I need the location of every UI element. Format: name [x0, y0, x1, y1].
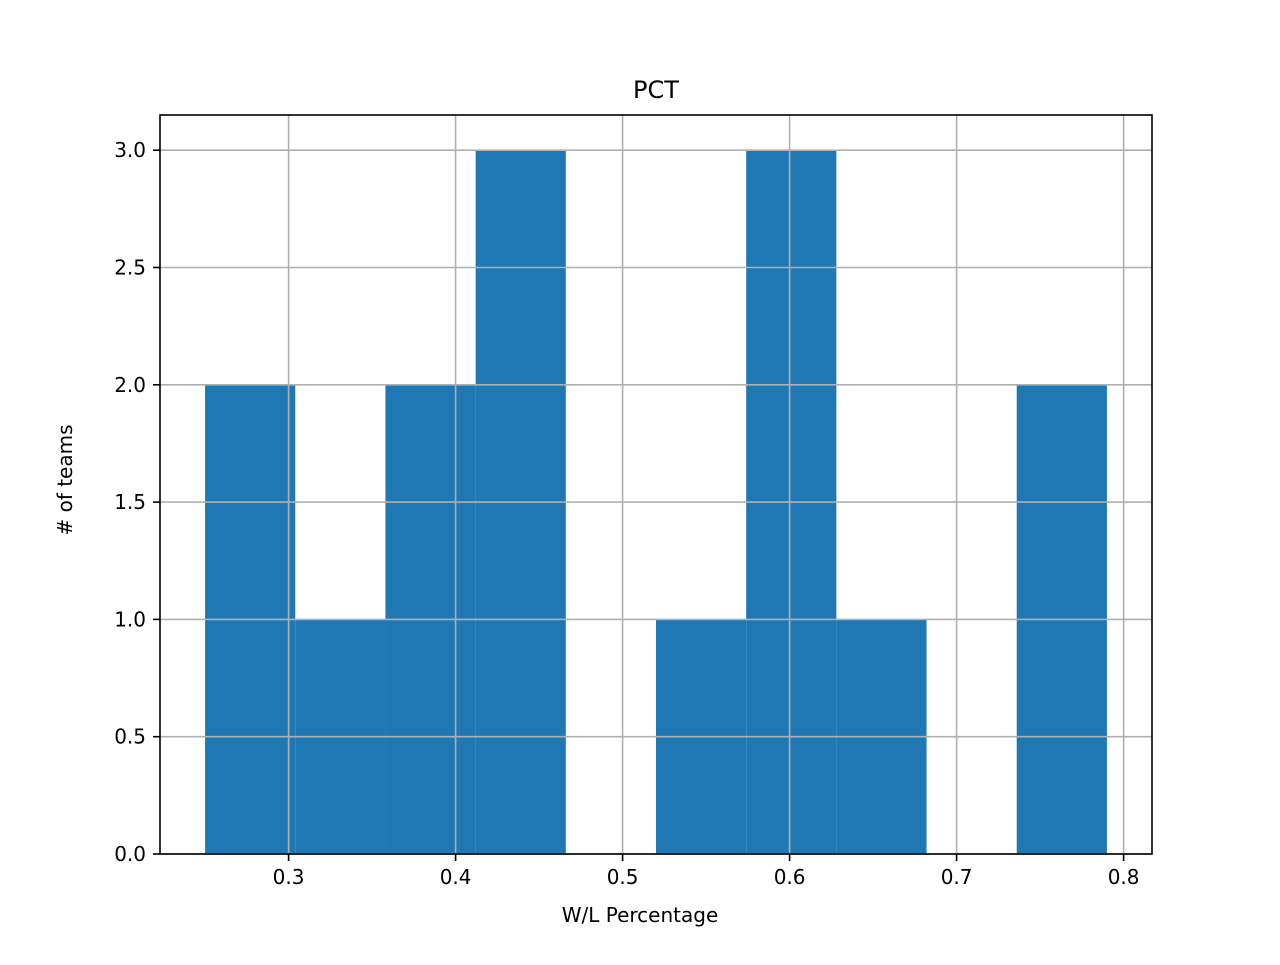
y-tick-label-4: 2.0: [114, 373, 146, 397]
x-tick-label-1: 0.4: [440, 865, 472, 889]
y-tick-label-0: 0.0: [114, 842, 146, 866]
x-tick-label-0: 0.3: [273, 865, 305, 889]
x-tick-label-4: 0.7: [941, 865, 973, 889]
axes-frame: [159, 114, 1153, 855]
y-tick-label-3: 1.5: [114, 490, 146, 514]
x-tick-label-5: 0.8: [1108, 865, 1140, 889]
y-tick-label-5: 2.5: [114, 255, 146, 279]
y-axis-label: # of teams: [53, 424, 77, 535]
y-tick-label-1: 0.5: [114, 725, 146, 749]
y-tick-label-2: 1.0: [114, 607, 146, 631]
x-axis-label: W/L Percentage: [562, 903, 719, 927]
x-tick-label-3: 0.6: [774, 865, 806, 889]
plot-frame: [159, 114, 1153, 855]
chart-title: PCT: [633, 76, 679, 104]
x-tick-label-2: 0.5: [607, 865, 639, 889]
ticks-layer: 0.3 0.4 0.5 0.6 0.7 0.8 0.0 0.5 1.0 1.5 2.0 2.5 3.0: [114, 138, 1139, 889]
y-tick-label-6: 3.0: [114, 138, 146, 162]
